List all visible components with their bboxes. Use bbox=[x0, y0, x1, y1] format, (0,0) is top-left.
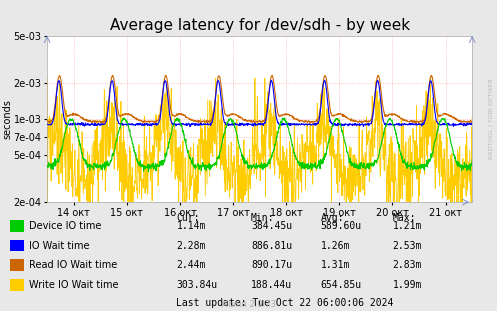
Text: Cur:: Cur: bbox=[176, 213, 200, 223]
Text: RRDTOOL / TOBI OETIKER: RRDTOOL / TOBI OETIKER bbox=[489, 78, 494, 159]
Text: 1.26m: 1.26m bbox=[321, 240, 350, 251]
Text: 2.44m: 2.44m bbox=[176, 260, 206, 270]
Text: Munin 2.0.73: Munin 2.0.73 bbox=[221, 299, 276, 309]
Text: 890.17u: 890.17u bbox=[251, 260, 292, 270]
Text: 1.31m: 1.31m bbox=[321, 260, 350, 270]
Text: Last update: Tue Oct 22 06:00:06 2024: Last update: Tue Oct 22 06:00:06 2024 bbox=[176, 298, 394, 308]
Title: Average latency for /dev/sdh - by week: Average latency for /dev/sdh - by week bbox=[110, 18, 410, 33]
Text: 2.28m: 2.28m bbox=[176, 240, 206, 251]
Text: 1.99m: 1.99m bbox=[393, 280, 422, 290]
Text: Write IO Wait time: Write IO Wait time bbox=[29, 280, 118, 290]
Text: 2.83m: 2.83m bbox=[393, 260, 422, 270]
Text: Read IO Wait time: Read IO Wait time bbox=[29, 260, 117, 270]
Text: 654.85u: 654.85u bbox=[321, 280, 362, 290]
Text: Max:: Max: bbox=[393, 213, 416, 223]
Text: Avg:: Avg: bbox=[321, 213, 344, 223]
Text: 886.81u: 886.81u bbox=[251, 240, 292, 251]
Text: 188.44u: 188.44u bbox=[251, 280, 292, 290]
Text: Min:: Min: bbox=[251, 213, 274, 223]
Text: 1.14m: 1.14m bbox=[176, 221, 206, 231]
Text: 589.60u: 589.60u bbox=[321, 221, 362, 231]
Text: IO Wait time: IO Wait time bbox=[29, 240, 89, 251]
Text: 2.53m: 2.53m bbox=[393, 240, 422, 251]
Text: 303.84u: 303.84u bbox=[176, 280, 218, 290]
Y-axis label: seconds: seconds bbox=[2, 99, 12, 139]
Text: 1.21m: 1.21m bbox=[393, 221, 422, 231]
Text: Device IO time: Device IO time bbox=[29, 221, 101, 231]
Text: 384.45u: 384.45u bbox=[251, 221, 292, 231]
